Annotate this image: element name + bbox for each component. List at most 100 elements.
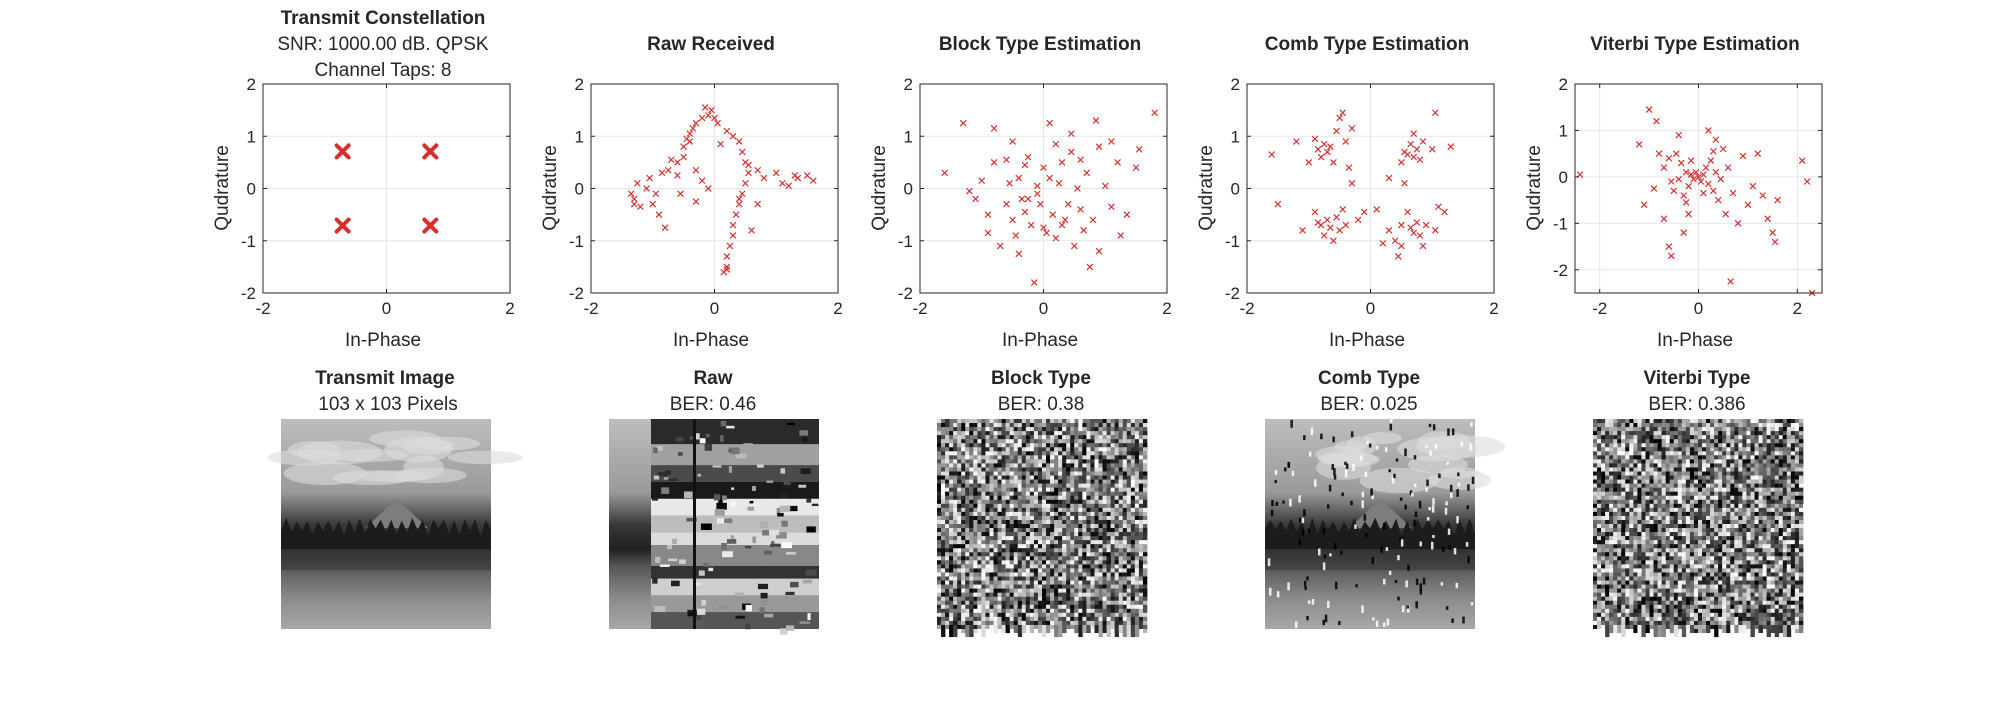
pixel [1102,471,1107,476]
pixel [1050,568,1055,577]
pixel [1005,475,1010,480]
pixel [1637,624,1642,638]
pixel [1685,584,1691,589]
pixel [1714,491,1719,496]
pixel [1042,427,1047,432]
data-point [1398,221,1405,229]
data-point [661,224,669,231]
pixel [1730,443,1735,448]
image-speck [1457,482,1461,487]
data-point [1636,141,1643,148]
pixel [1021,620,1027,625]
pixel [1641,524,1646,529]
pixel [1009,552,1015,557]
pixel [1134,503,1140,508]
pixel [1086,431,1091,444]
image-speck [802,579,813,584]
y-tick-label: 0 [575,180,584,199]
pixel [993,548,998,553]
pixel [1094,544,1099,549]
pixel [1013,491,1019,496]
pixel [1130,624,1136,638]
pixel [1138,536,1144,545]
pixel [977,556,982,561]
pixel [1605,519,1610,524]
pixel [1613,503,1618,512]
pixel [1669,528,1675,533]
pixel [1718,568,1723,573]
pixel [1138,592,1144,597]
pixel [1609,624,1614,634]
pixel [1681,451,1687,456]
pixel [1126,495,1132,508]
image-speck [1419,589,1423,595]
image-speck [1399,497,1403,501]
pixel [1601,568,1606,573]
pixel [1734,507,1739,512]
pixel [1082,616,1087,621]
pixel [1698,463,1703,476]
pixel [1126,479,1132,488]
pixel [993,556,998,561]
pixel [1633,491,1638,496]
pixel [1677,584,1683,593]
pixel [1090,620,1095,625]
pixel [1046,524,1051,529]
pixel [1617,475,1622,480]
pixel [1714,467,1719,472]
pixel [1009,439,1015,444]
image-speck [1350,431,1354,438]
pixel [1681,564,1687,569]
pixel [1722,584,1727,589]
image-speck [1274,479,1277,484]
pixel [1094,548,1099,553]
pixel [997,592,1002,597]
pixel [1078,588,1083,593]
pixel [1142,463,1148,476]
pixel [1082,451,1087,456]
pixel [1710,548,1715,553]
pixel [1706,536,1711,545]
image-speck [1276,591,1280,598]
pixel [1058,471,1063,476]
pixel [1126,511,1132,524]
image-speck [1400,539,1404,547]
pixel [1625,479,1630,484]
image-speck [1371,556,1374,565]
pixel [1090,612,1095,621]
pixel [1017,487,1023,492]
pixel [1066,423,1071,428]
pixel [1114,612,1120,621]
pixel [1122,612,1128,621]
pixel [1021,439,1027,444]
pixel [1613,584,1618,593]
pixel [1130,471,1136,476]
data-point [1006,180,1013,187]
pixel [1062,612,1067,621]
pixel [1110,540,1115,545]
xlabel-3: In-Phase [1329,330,1405,351]
pixel [1633,427,1638,432]
pixel [941,463,946,468]
pixel [1130,540,1136,545]
pixel [953,536,958,545]
pixel [949,439,954,444]
pixel [1673,475,1679,488]
pixel [1009,499,1015,504]
pixel [1617,624,1622,634]
pixel [965,532,970,537]
pixel [1050,588,1055,593]
pixel [1046,624,1051,634]
pixel [1613,556,1618,561]
pixel [1110,612,1115,621]
image-speck [692,582,702,586]
image-speck [1355,584,1358,588]
pixel [969,544,974,549]
pixel [1050,435,1055,440]
pixel [1058,624,1063,638]
pixel [1062,515,1067,520]
pixel [1681,588,1687,593]
image-speck [1310,427,1314,436]
pixel [1714,624,1719,638]
x-tick-label: 2 [833,299,842,318]
